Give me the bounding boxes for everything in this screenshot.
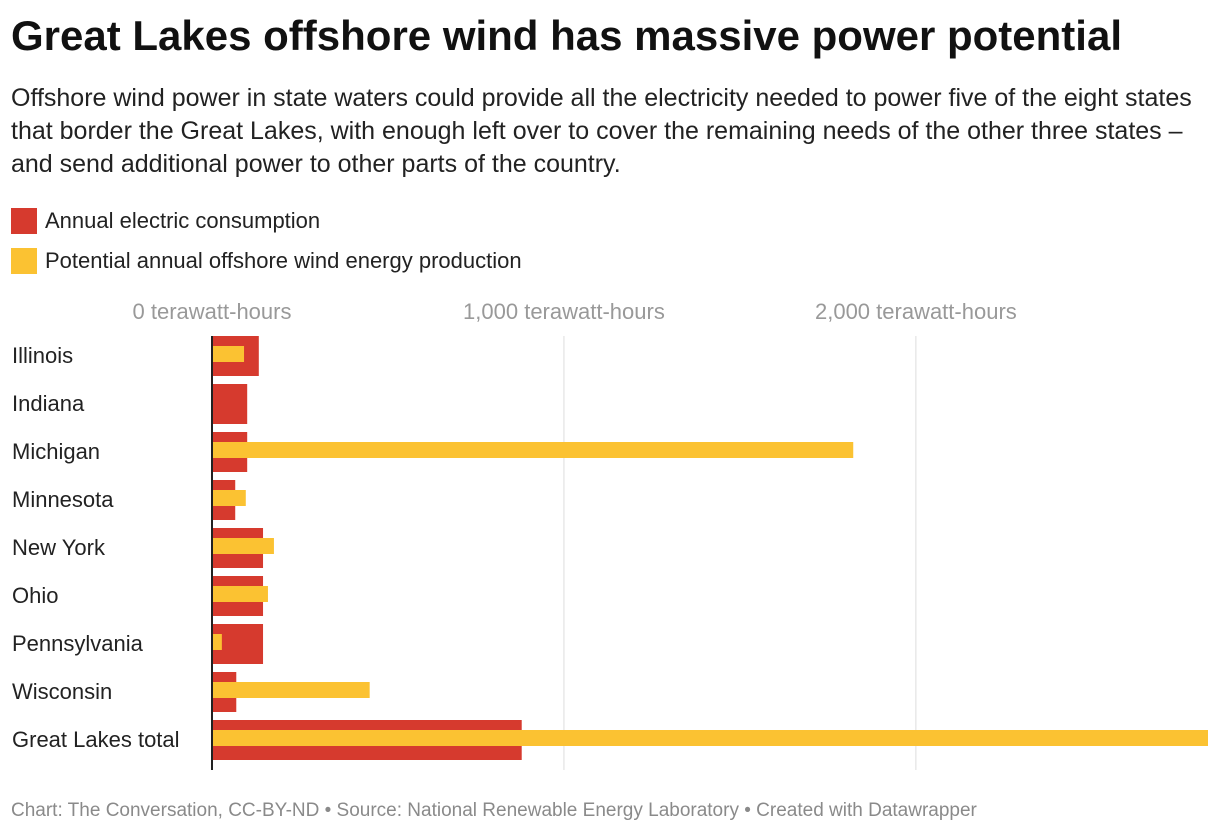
bar-wind-2: [212, 442, 854, 458]
category-label-2: Michigan: [12, 439, 100, 464]
legend-swatch-consumption: [11, 208, 37, 234]
category-label-0: Illinois: [12, 343, 73, 368]
x-tick-label-1: 1,000 terawatt-hours: [463, 299, 665, 324]
category-label-1: Indiana: [12, 391, 85, 416]
category-label-4: New York: [12, 535, 106, 560]
legend-swatch-wind: [11, 248, 37, 274]
chart-title: Great Lakes offshore wind has massive po…: [11, 12, 1122, 59]
bar-wind-4: [212, 538, 274, 554]
category-label-5: Ohio: [12, 583, 58, 608]
bar-wind-0: [212, 346, 245, 362]
category-label-3: Minnesota: [12, 487, 114, 512]
category-label-7: Wisconsin: [12, 679, 112, 704]
legend: Annual electric consumption Potential an…: [11, 201, 522, 281]
bar-wind-7: [212, 682, 370, 698]
category-label-8: Great Lakes total: [12, 727, 180, 752]
legend-label-consumption: Annual electric consumption: [45, 208, 321, 233]
x-tick-label-0: 0 terawatt-hours: [133, 299, 292, 324]
bar-chart: 0 terawatt-hours 1,000 terawatt-hours 2,00…: [12, 299, 1208, 770]
chart-subtitle: Offshore wind power in state waters coul…: [11, 84, 1192, 178]
chart-footer: Chart: The Conversation, CC-BY-ND • Sour…: [11, 800, 977, 821]
legend-item-consumption: Annual electric consumption: [11, 201, 522, 241]
legend-item-wind: Potential annual offshore wind energy pr…: [11, 241, 522, 281]
bar-wind-3: [212, 490, 246, 506]
bar-wind-6: [212, 634, 222, 650]
category-label-6: Pennsylvania: [12, 631, 144, 656]
bar-wind-5: [212, 586, 268, 602]
x-tick-label-2: 2,000 terawatt-hours: [815, 299, 1017, 324]
bar-consumption-1: [212, 384, 248, 424]
bar-wind-8: [212, 730, 1208, 746]
legend-label-wind: Potential annual offshore wind energy pr…: [45, 248, 522, 273]
